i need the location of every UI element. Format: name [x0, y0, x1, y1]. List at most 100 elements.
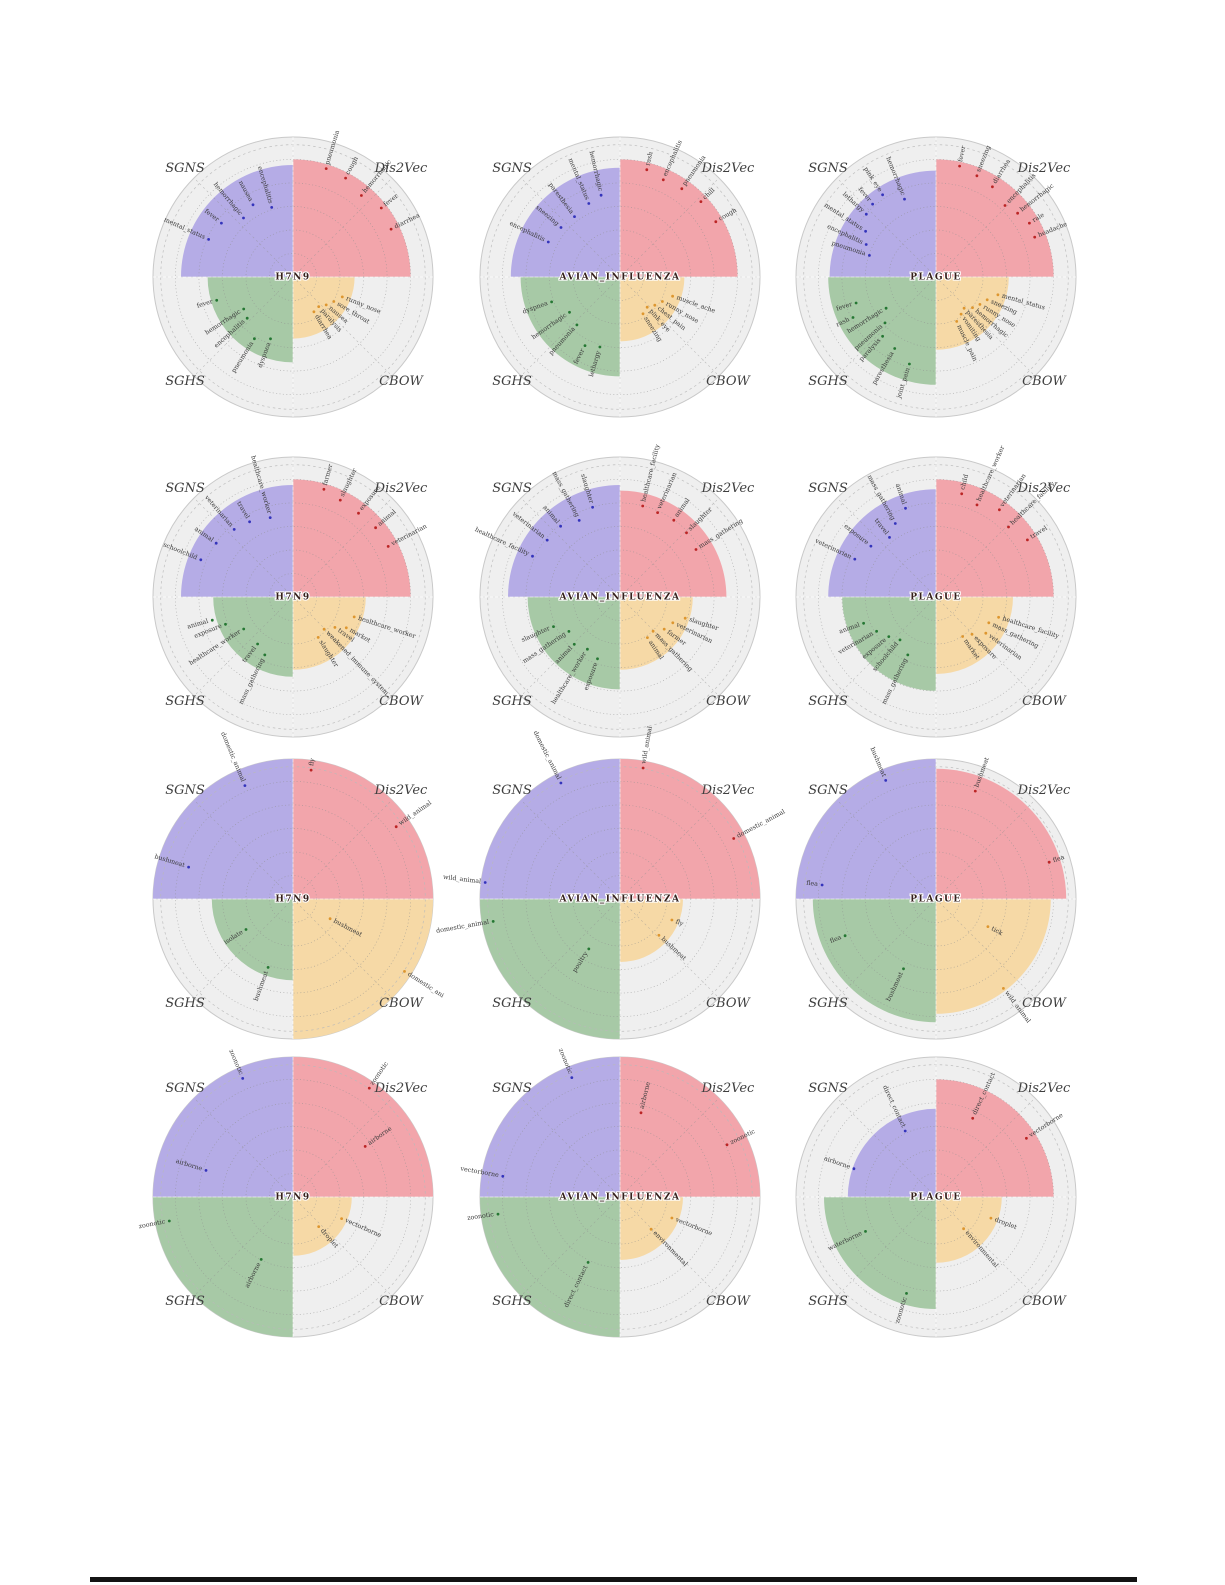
polar-chart-cell-avian-influenza-hosts: slaughter mass_gathering animal veterinaria…	[470, 443, 770, 747]
data-point	[394, 825, 398, 829]
quadrant-label-dis2vec: Dis2Vec	[1017, 1081, 1071, 1096]
quadrant-label-sghs: SGHS	[808, 694, 848, 709]
diagonal-spoke	[935, 276, 1036, 377]
data-point	[852, 1167, 856, 1171]
data-point	[959, 312, 963, 316]
data-point	[670, 918, 674, 922]
data-point	[893, 347, 897, 350]
data-point	[973, 789, 977, 793]
data-point	[864, 1230, 867, 1233]
data-point	[242, 216, 245, 220]
data-point	[996, 293, 1000, 297]
data-point	[268, 516, 272, 519]
data-point	[546, 240, 550, 244]
data-point	[662, 627, 666, 631]
quadrant-wedge-dis2vec	[936, 1079, 1054, 1197]
data-point	[971, 1116, 975, 1120]
quadrant-label-sgns: SGNS	[492, 1081, 532, 1096]
polar-chart: zoonoticvectorborneairbornezoonoticvecto…	[459, 1048, 761, 1338]
data-point	[324, 167, 328, 170]
data-point	[851, 316, 855, 319]
diagonal-spoke	[836, 898, 937, 999]
data-point	[559, 781, 563, 785]
data-point-label: rash	[644, 151, 654, 166]
quadrant-label-sghs: SGHS	[165, 374, 205, 389]
data-point	[970, 632, 974, 636]
polar-chart-cell-h7n9-transmission: zoonotic airborne zoonotic airborne vectorbo…	[138, 1047, 443, 1347]
quadrant-wedge-sghs	[153, 1197, 293, 1337]
data-point-label: fly	[674, 918, 684, 928]
chart-center-title: AVIAN_INFLUENZA	[559, 1193, 681, 1203]
quadrant-wedge-cbow	[293, 899, 433, 1039]
data-point	[646, 636, 649, 639]
data-point	[962, 306, 966, 310]
diagonal-spoke	[935, 1196, 1036, 1297]
data-point	[962, 1227, 965, 1231]
data-point	[905, 1292, 908, 1295]
data-point	[591, 505, 594, 509]
data-point	[312, 310, 316, 314]
data-point	[583, 344, 587, 347]
data-point	[210, 618, 214, 622]
polar-chart-cell-plague-hosts: animal mass_gathering travel exposure veteri…	[786, 444, 1086, 747]
polar-chart: healthcare_workertravelveterinariananima…	[152, 455, 434, 738]
diagonal-spoke	[619, 799, 720, 900]
data-point	[694, 548, 698, 551]
data-point	[386, 545, 390, 548]
data-point	[854, 301, 858, 305]
quadrant-wedge-dis2vec	[293, 759, 433, 899]
data-point	[645, 168, 649, 172]
data-point	[266, 966, 270, 969]
data-point	[864, 229, 867, 233]
data-point	[958, 164, 961, 168]
polar-chart: bushmeatfleabushmeatfleatickwild_animalf…	[795, 746, 1077, 1040]
diagonal-spoke	[935, 596, 1036, 697]
chart-center-title: PLAGUE	[910, 895, 961, 905]
quadrant-label-sgns: SGNS	[165, 481, 205, 496]
quadrant-wedge-sgns	[480, 1057, 620, 1197]
data-point	[955, 320, 959, 323]
diagonal-spoke	[836, 799, 937, 900]
data-point	[991, 185, 994, 189]
diagonal-spoke	[935, 799, 1036, 900]
data-point	[1016, 211, 1019, 215]
data-point	[843, 934, 847, 938]
data-point	[862, 621, 865, 625]
quadrant-wedge-sgns	[510, 167, 620, 277]
data-point	[253, 337, 256, 341]
data-point	[871, 202, 874, 206]
data-point	[971, 306, 974, 309]
quadrant-label-dis2vec: Dis2Vec	[1017, 783, 1071, 798]
quadrant-wedge-sghs	[812, 899, 936, 1023]
data-point	[328, 917, 332, 921]
data-point-label: fever	[196, 298, 215, 310]
data-point	[725, 1143, 729, 1147]
quadrant-label-sgns: SGNS	[492, 783, 532, 798]
data-point	[567, 630, 571, 633]
polar-chart: zoonoticairbornezoonoticairbornevectorbo…	[138, 1049, 434, 1338]
data-point	[501, 1174, 505, 1178]
quadrant-label-sgns: SGNS	[165, 1081, 205, 1096]
quadrant-label-cbow: CBOW	[706, 694, 751, 709]
data-point	[207, 238, 210, 241]
data-point	[641, 766, 645, 770]
quadrant-label-cbow: CBOW	[379, 1294, 424, 1309]
data-point	[1026, 538, 1029, 542]
data-point	[559, 524, 562, 528]
data-point	[864, 212, 868, 216]
data-point	[1028, 221, 1031, 225]
data-point	[357, 511, 360, 515]
data-point	[1007, 525, 1010, 529]
diagonal-spoke	[619, 276, 720, 377]
data-point	[653, 303, 657, 307]
data-point	[656, 511, 659, 514]
quadrant-wedge-cbow	[936, 597, 1013, 674]
polar-chart: animalmass_gatheringtravelexposureveteri…	[795, 444, 1077, 738]
polar-chart-cell-avian-influenza-animals: domestic_animal wild_animal wild_animal dom…	[436, 726, 786, 1049]
quadrant-label-sgns: SGNS	[808, 161, 848, 176]
diagonal-spoke	[520, 276, 621, 377]
data-point	[639, 1111, 643, 1115]
data-point	[324, 303, 328, 307]
chart-center-title: AVIAN_INFLUENZA	[559, 593, 681, 603]
diagonal-spoke	[292, 898, 393, 999]
